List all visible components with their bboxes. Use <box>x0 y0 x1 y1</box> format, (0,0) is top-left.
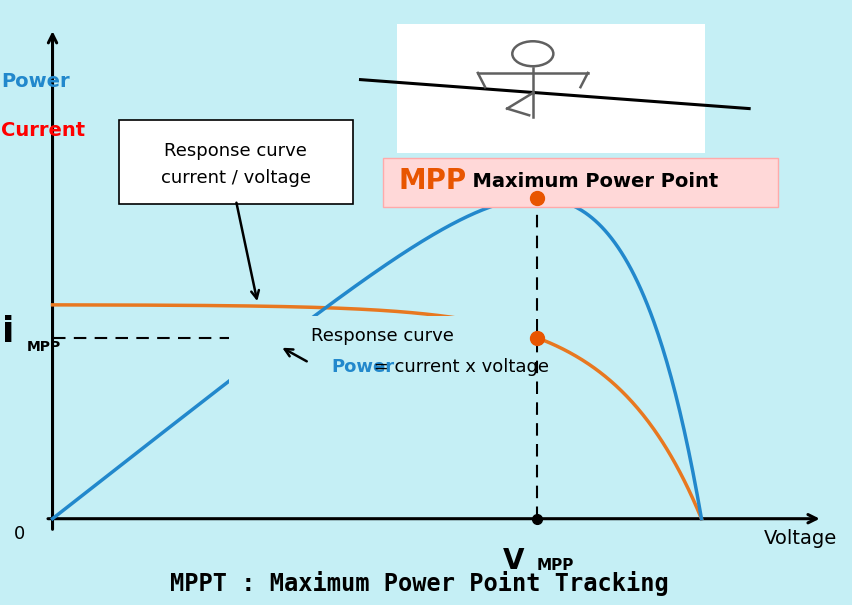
Text: MPP: MPP <box>536 558 573 573</box>
Text: $\mathbf{V}$: $\mathbf{V}$ <box>502 547 525 575</box>
FancyBboxPatch shape <box>397 24 705 153</box>
Text: Response curve: Response curve <box>311 327 453 345</box>
Text: Response curve: Response curve <box>164 142 307 160</box>
Text: MPP: MPP <box>398 167 466 195</box>
Text: Maximum Power Point: Maximum Power Point <box>459 172 718 191</box>
Text: $\mathbf{i}$: $\mathbf{i}$ <box>1 315 12 349</box>
Text: 0: 0 <box>14 525 25 543</box>
Text: Voltage: Voltage <box>763 529 836 548</box>
Text: MPP: MPP <box>26 341 61 355</box>
Text: Current: Current <box>1 122 85 140</box>
Text: = current x voltage: = current x voltage <box>367 358 548 376</box>
FancyBboxPatch shape <box>118 120 353 204</box>
Text: MPPT : Maximum Power Point Tracking: MPPT : Maximum Power Point Tracking <box>170 571 668 596</box>
Text: current / voltage: current / voltage <box>161 169 310 187</box>
Text: Power: Power <box>331 358 394 376</box>
FancyBboxPatch shape <box>228 316 536 407</box>
Text: Power: Power <box>1 73 70 91</box>
FancyBboxPatch shape <box>382 158 778 207</box>
